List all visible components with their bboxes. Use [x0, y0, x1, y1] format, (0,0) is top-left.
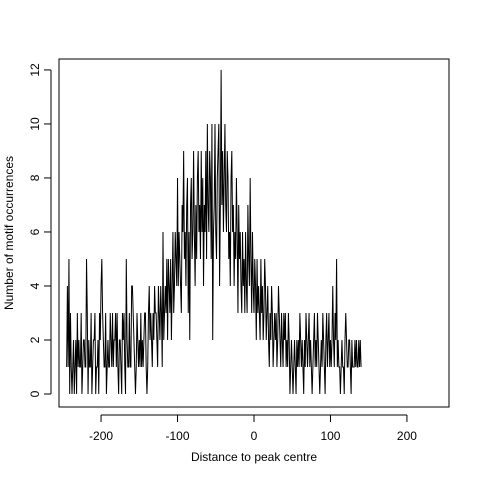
- y-tick-label: 0: [28, 390, 42, 397]
- y-tick-label: 8: [28, 174, 42, 181]
- x-tick-label: -100: [166, 429, 190, 443]
- y-tick-label: 6: [28, 228, 42, 235]
- plot-frame: [58, 58, 450, 408]
- x-tick-label: 200: [397, 429, 417, 443]
- y-tick-label: 12: [28, 63, 42, 77]
- y-tick-label: 4: [28, 282, 42, 289]
- y-axis-title: Number of motif occurrences: [2, 156, 16, 310]
- y-axis: 0 2 4 6 8 10 12: [28, 63, 52, 397]
- y-tick-label: 10: [28, 117, 42, 131]
- x-axis-title: Distance to peak centre: [191, 450, 317, 464]
- x-tick-label: -200: [89, 429, 113, 443]
- x-axis: -200 -100 0 100 200: [89, 414, 417, 443]
- x-tick-label: 0: [251, 429, 258, 443]
- x-tick-label: 100: [320, 429, 340, 443]
- series-line: [66, 69, 362, 395]
- y-tick-label: 2: [28, 336, 42, 343]
